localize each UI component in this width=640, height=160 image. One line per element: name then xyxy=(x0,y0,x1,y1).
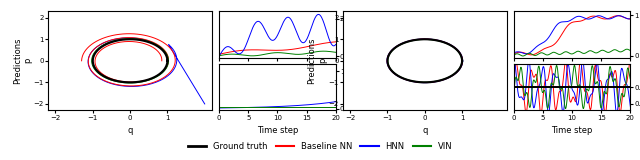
Y-axis label: Predictions
p: Predictions p xyxy=(13,38,32,84)
Y-axis label: RMSE: RMSE xyxy=(354,23,363,46)
Y-axis label: Energy: Energy xyxy=(351,72,360,102)
X-axis label: Time step: Time step xyxy=(552,126,593,135)
X-axis label: Time step: Time step xyxy=(257,126,298,135)
X-axis label: q: q xyxy=(422,126,428,135)
Legend: Ground truth, Baseline NN, HNN, VIN: Ground truth, Baseline NN, HNN, VIN xyxy=(184,139,456,154)
X-axis label: q: q xyxy=(127,126,132,135)
Y-axis label: Predictions
p: Predictions p xyxy=(307,38,327,84)
